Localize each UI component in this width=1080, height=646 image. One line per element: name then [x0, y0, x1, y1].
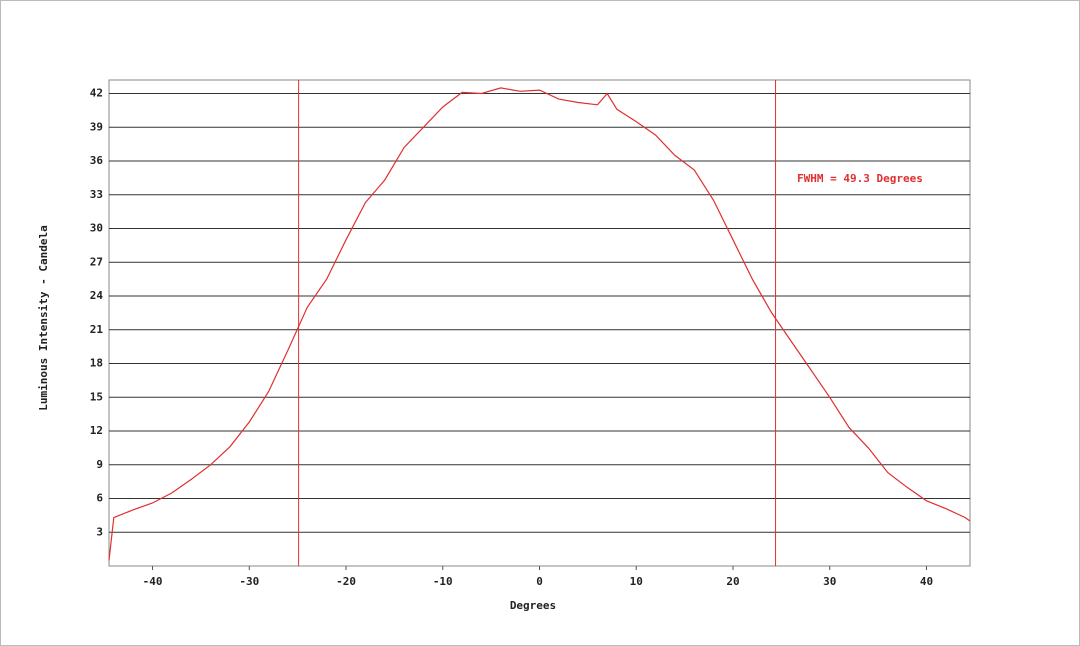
x-tick-label: 30: [823, 575, 836, 588]
y-tick-label: 39: [90, 120, 103, 133]
x-tick-label: 10: [630, 575, 643, 588]
y-axis-label: Luminous Intensity - Candela: [37, 225, 50, 410]
x-tick-label: 40: [920, 575, 933, 588]
y-tick-label: 21: [90, 323, 104, 336]
y-tick-label: 33: [90, 188, 103, 201]
y-tick-label: 3: [96, 525, 103, 538]
x-tick-label: 20: [726, 575, 739, 588]
x-axis-label: Degrees: [510, 599, 556, 612]
data-line: [108, 87, 971, 561]
y-tick-label: 18: [90, 357, 103, 370]
y-tick-label: 24: [90, 289, 104, 302]
y-tick-label: 9: [96, 458, 103, 471]
x-tick-label: -10: [433, 575, 453, 588]
y-tick-label: 42: [90, 87, 103, 100]
y-tick-label: 15: [90, 390, 103, 403]
x-tick-label: -40: [143, 575, 163, 588]
plot-area: [108, 79, 971, 567]
y-tick-label: 12: [90, 424, 103, 437]
x-tick-label: 0: [536, 575, 543, 588]
y-tick-label: 6: [96, 492, 103, 505]
x-tick-label: -20: [336, 575, 356, 588]
x-tick-label: -30: [239, 575, 259, 588]
y-tick-label: 30: [90, 222, 103, 235]
y-tick-label: 36: [90, 154, 104, 167]
annotation: FWHM = 49.3 Degrees: [797, 172, 923, 185]
y-tick-label: 27: [90, 255, 103, 268]
